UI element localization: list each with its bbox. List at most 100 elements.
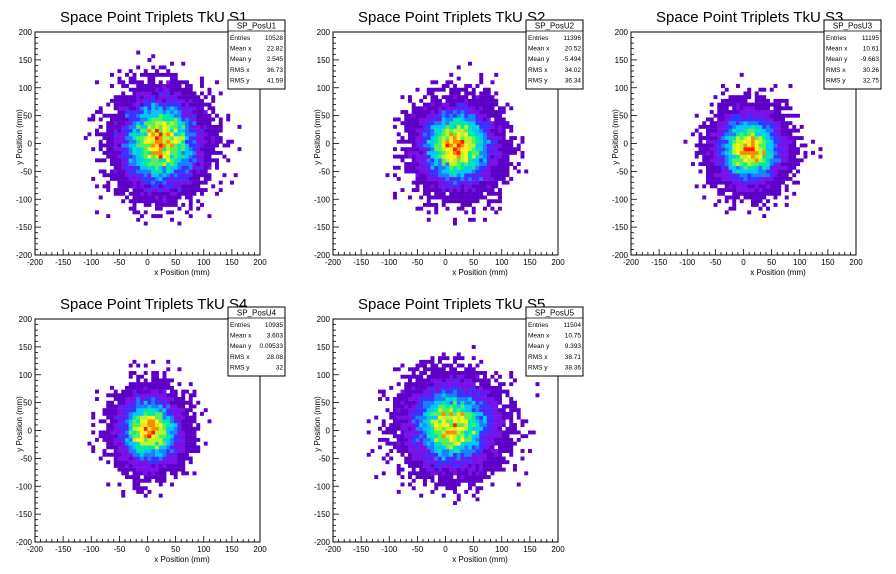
heatmap-bin [113,445,118,450]
heatmap-bin [404,150,409,155]
heatmap-bin [396,463,401,468]
heatmap-bin [464,408,469,413]
heatmap-bin [754,143,759,148]
heatmap-bin [132,184,137,189]
heatmap-bin [426,359,431,364]
heatmap-bin [736,121,740,126]
heatmap-bin [456,150,461,155]
heatmap-bin [162,102,167,107]
heatmap-bin [434,210,439,215]
heatmap-bin [396,467,401,472]
heatmap-bin [185,147,189,152]
heatmap-bin [132,456,137,461]
heatmap-bin [483,206,487,211]
heatmap-bin [453,217,457,222]
heatmap-bin [449,154,454,159]
heatmap-bin [479,437,484,442]
heatmap-bin [188,426,193,431]
heatmap-bin [83,136,88,140]
heatmap-bin [147,132,152,137]
heatmap-bin [113,430,118,435]
heatmap-bin [464,98,469,103]
heatmap-bin [128,117,133,122]
heatmap-bin [460,385,465,390]
heatmap-bin [87,132,92,137]
heatmap-bin [453,449,457,453]
heatmap-bin [151,169,156,174]
heatmap-bin [509,445,514,450]
heatmap-bin [132,128,137,133]
heatmap-bin [151,165,156,170]
heatmap-bin [400,441,405,446]
heatmap-bin [486,456,491,461]
heatmap-bin [430,87,435,92]
heatmap-bin [411,419,416,424]
heatmap-bin [516,415,521,420]
heatmap-bin [468,408,472,413]
heatmap-bin [766,102,770,107]
heatmap-bin [475,400,480,405]
heatmap-bin [121,441,126,446]
heatmap-bin [207,106,212,111]
heatmap-bin [423,113,427,118]
heatmap-bin [158,102,163,107]
heatmap-bin [136,110,141,114]
heatmap-bin [125,389,129,394]
heatmap-bin [177,382,182,387]
heatmap-bin [155,136,159,140]
heatmap-bin [453,165,457,170]
heatmap-bin [486,121,491,126]
heatmap-bin [181,124,186,129]
heatmap-bin [471,345,476,349]
heatmap-bin [147,385,152,390]
heatmap-bin [170,91,174,96]
heatmap-bin [754,95,759,100]
heatmap-bin [453,110,457,114]
heatmap-bin [475,475,480,480]
heatmap-bin [758,87,763,92]
heatmap-bin [762,188,767,193]
heatmap-bin [121,199,126,204]
heatmap-bin [158,426,163,431]
heatmap-bin [411,110,416,114]
heatmap-bin [498,128,502,133]
heatmap-bin [404,124,409,129]
heatmap-bin [456,143,461,148]
heatmap-bin [396,437,401,442]
heatmap-bin [396,139,401,144]
heatmap-bin [438,154,442,159]
heatmap-bin [415,471,420,476]
heatmap-bin [468,486,472,491]
heatmap-bin [713,154,718,159]
heatmap-bin [509,408,514,413]
heatmap-bin [479,124,484,129]
heatmap-bin [475,449,480,453]
heatmap-bin [724,113,729,118]
heatmap-bin [460,169,465,174]
heatmap-bin [415,165,420,170]
heatmap-bin [192,158,197,163]
heatmap-bin [441,393,446,398]
heatmap-bin [483,91,487,96]
heatmap-bin [117,449,122,453]
heatmap-bin [717,180,722,185]
heatmap-bin [762,165,767,170]
heatmap-bin [415,460,420,465]
heatmap-bin [788,154,793,159]
heatmap-bin [464,165,469,170]
heatmap-bin [113,397,118,401]
heatmap-bin [155,456,159,461]
heatmap-bin [445,98,450,103]
heatmap-bin [110,162,114,166]
heatmap-bin [694,143,699,148]
heatmap-bin [460,463,465,468]
heatmap-bin [498,434,502,439]
heatmap-bin [453,191,457,196]
heatmap-bin [215,80,219,85]
heatmap-bin [218,188,223,193]
heatmap-bin [117,102,122,107]
heatmap-bin [98,147,103,152]
heatmap-bin [483,389,487,394]
heatmap-bin [181,98,186,103]
heatmap-bin [468,128,472,133]
